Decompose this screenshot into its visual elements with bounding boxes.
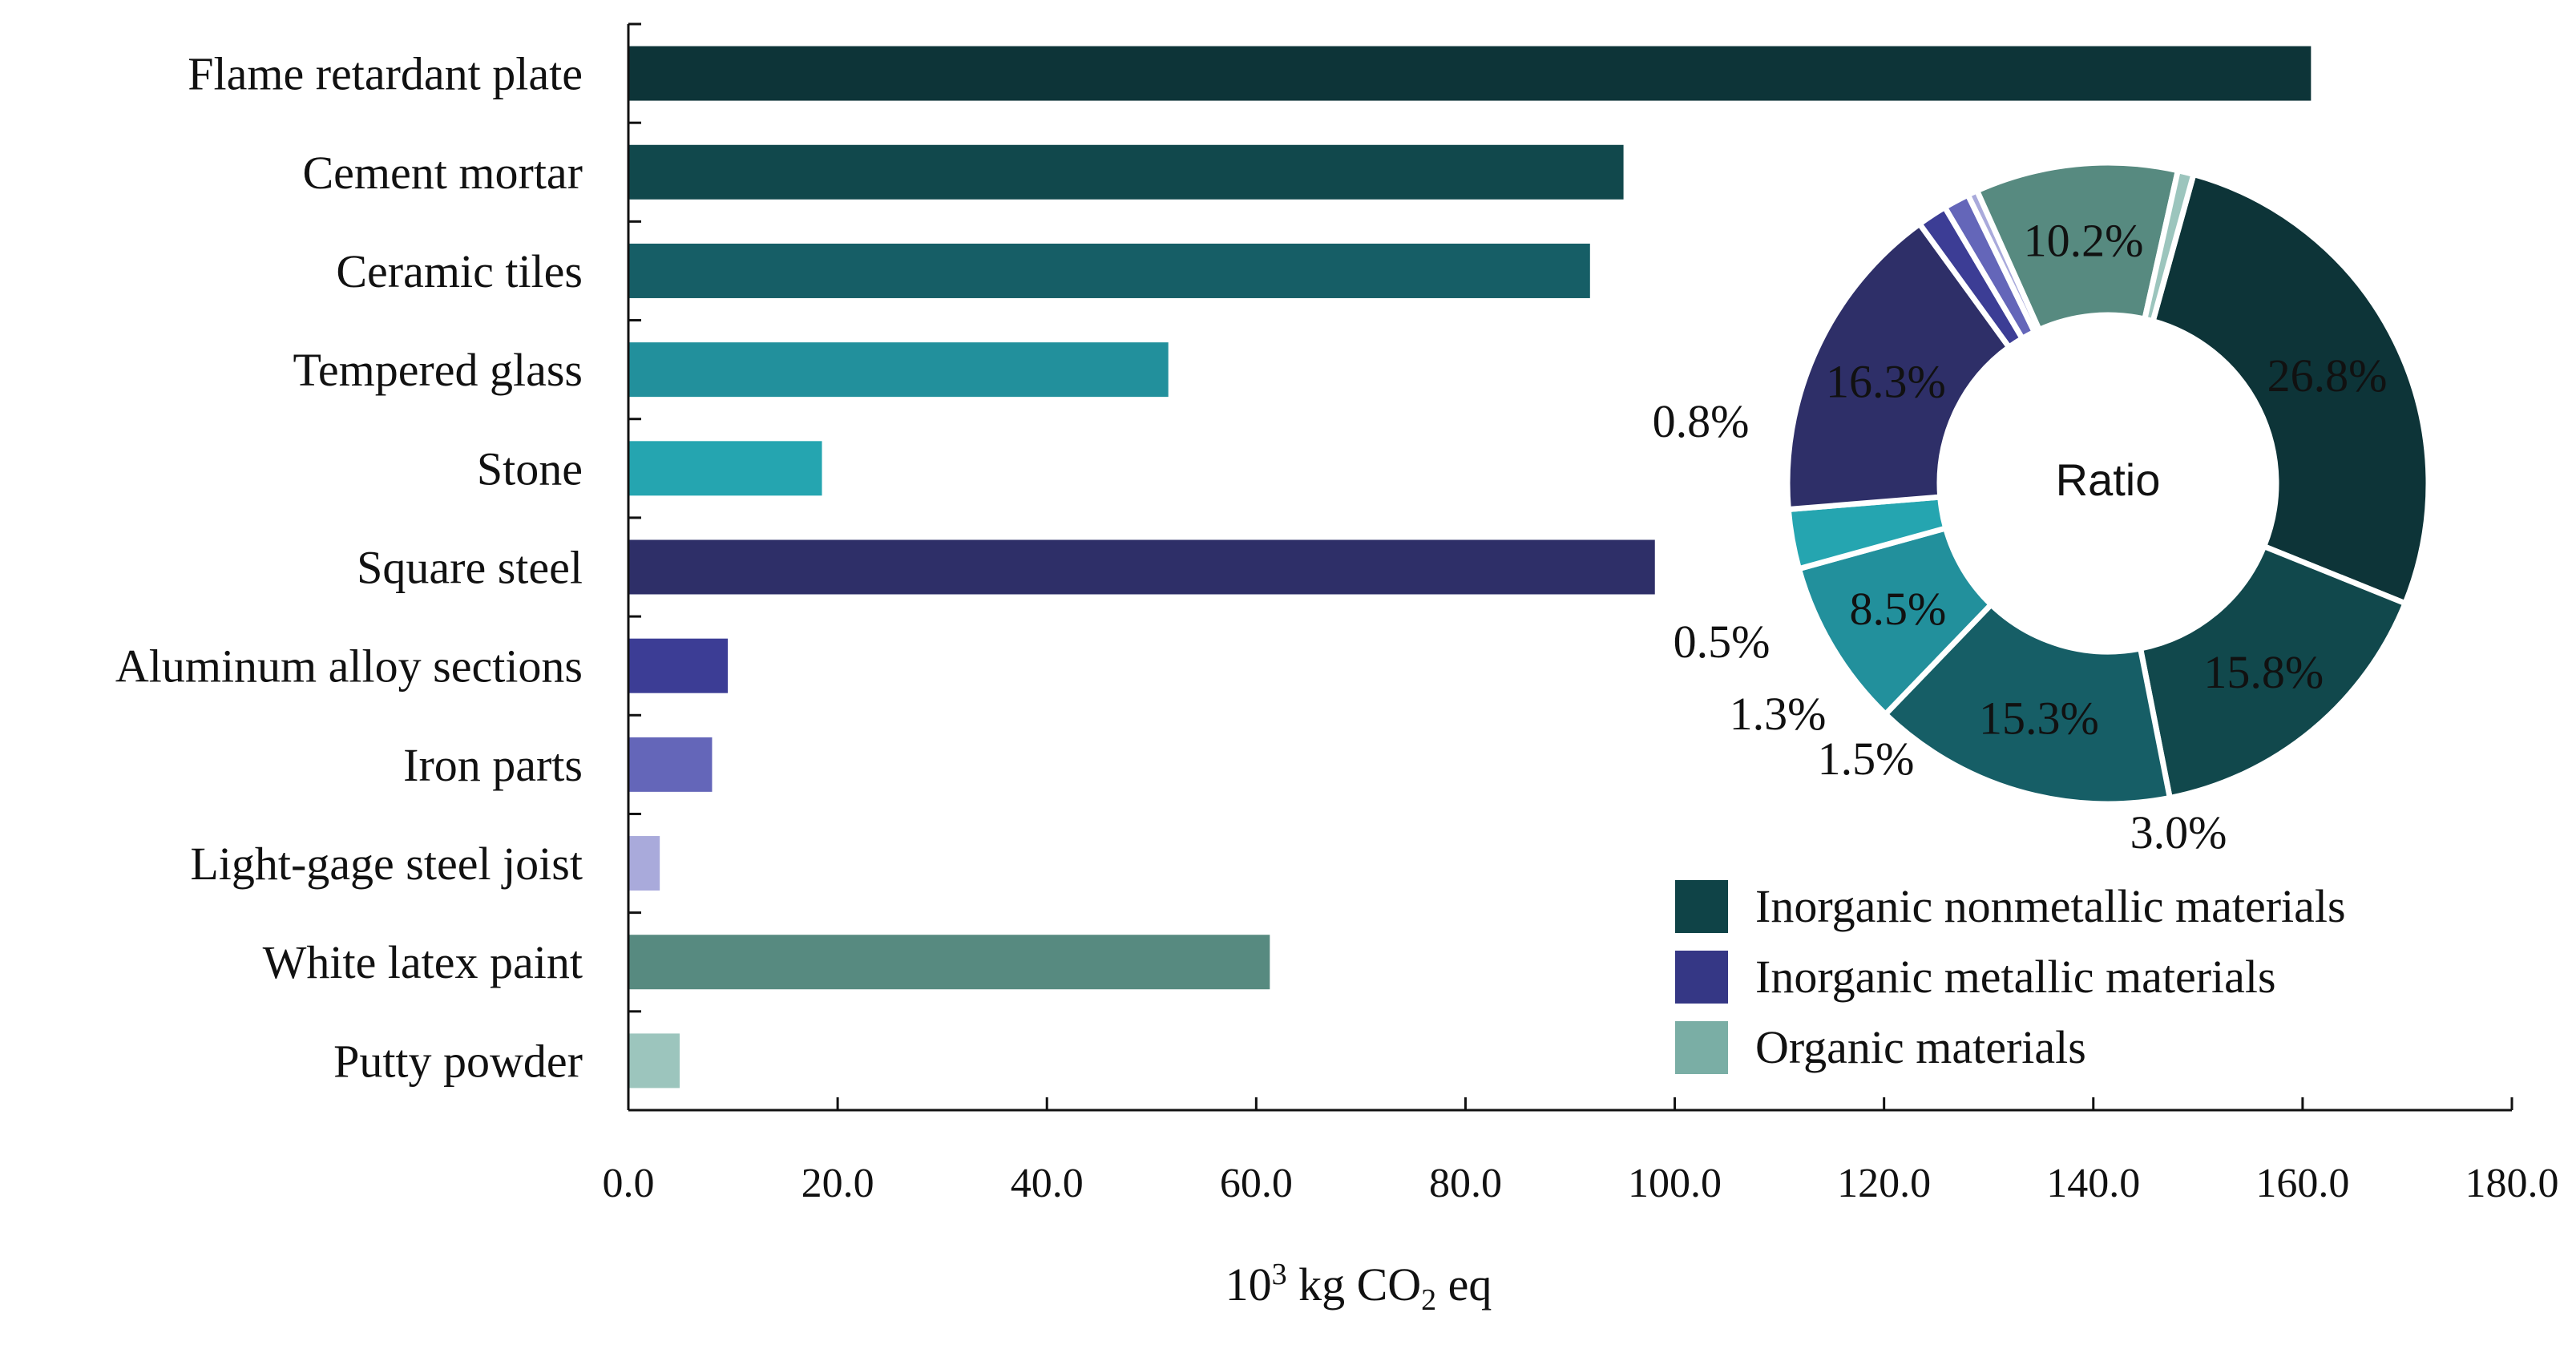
category-labels: Flame retardant plate Cement mortar Cerami…	[115, 48, 583, 1088]
legend-label-organic-materials: Organic materials	[1755, 1021, 2086, 1073]
x-tick-label: 40.0	[1011, 1161, 1084, 1206]
bar-stone	[628, 441, 822, 496]
donut-slice	[2142, 168, 2197, 325]
x-tick-label: 160.0	[2255, 1161, 2349, 1206]
bar-aluminum-alloy-sections	[628, 638, 729, 693]
x-tick-label: 60.0	[1220, 1161, 1293, 1206]
x-tick-label: 0.0	[603, 1161, 655, 1206]
donut-percent-label: 15.8%	[2203, 646, 2324, 698]
donut-slices	[1784, 160, 2432, 807]
x-tick-label: 120.0	[1837, 1161, 1931, 1206]
legend: Inorganic nonmetallic materials Inorganic…	[1675, 880, 2346, 1074]
x-tick-label: 80.0	[1429, 1161, 1502, 1206]
x-ticks: 0.0 20.0 40.0 60.0 80.0 100.0 120.0 140.0 160.0 1…	[603, 1097, 2559, 1206]
category-label-cement-mortar: Cement mortar	[302, 147, 583, 199]
bar-tempered-glass	[628, 342, 1169, 398]
category-label-ceramic-tiles: Ceramic tiles	[336, 245, 583, 297]
x-tick-label: 140.0	[2046, 1161, 2140, 1206]
x-axis-label: 103 kg CO2 eq	[1225, 1258, 1492, 1317]
bar-white-latex-paint	[628, 935, 1270, 990]
donut-slice	[1882, 601, 2173, 807]
bar-ceramic-tiles	[628, 243, 1590, 298]
x-tick-label: 100.0	[1628, 1161, 1722, 1206]
x-tick-label: 180.0	[2465, 1161, 2559, 1206]
bar-iron-parts	[628, 737, 713, 792]
donut-slice	[2138, 543, 2408, 801]
category-label-square-steel: Square steel	[357, 542, 583, 594]
bars-group	[628, 46, 2312, 1088]
donut-percent-label: 1.3%	[1730, 688, 1827, 740]
donut-percent-label: 0.8%	[1653, 395, 1750, 447]
category-label-tempered-glass: Tempered glass	[293, 344, 583, 396]
legend-swatch	[1675, 1021, 1728, 1074]
y-ticks	[628, 22, 641, 1112]
donut-percent-label: 15.3%	[1979, 693, 2099, 745]
donut-center-label: Ratio	[2056, 454, 2161, 505]
legend-swatch	[1675, 880, 1728, 933]
category-label-aluminum-alloy-sections: Aluminum alloy sections	[115, 640, 583, 693]
legend-swatch	[1675, 951, 1728, 1004]
donut-percent-label: 3.0%	[2130, 806, 2227, 858]
bar-chart: Flame retardant plate Cement mortar Cerami…	[115, 22, 2559, 1317]
category-label-stone: Stone	[477, 442, 583, 495]
bar-cement-mortar	[628, 144, 1624, 200]
category-label-putty-powder: Putty powder	[333, 1035, 583, 1087]
legend-label-inorganic-nonmetallic-materials: Inorganic nonmetallic materials	[1755, 880, 2346, 932]
bar-flame-retardant-plate	[628, 46, 2312, 101]
donut-percent-label: 1.5%	[1818, 733, 1915, 785]
donut-percent-label: 26.8%	[2267, 349, 2388, 402]
donut-slice	[1784, 220, 2013, 512]
bar-square-steel	[628, 539, 1655, 595]
donut-labels: 26.8% 15.8% 15.3% 8.5% 3.0% 16.3% 1.5%1.3% 0.5%…	[1653, 215, 2388, 858]
donut-percent-label: 10.2%	[2024, 215, 2144, 267]
category-label-iron-parts: Iron parts	[403, 739, 583, 791]
donut-percent-label: 0.5%	[1674, 616, 1770, 668]
donut-percent-label: 16.3%	[1826, 356, 1946, 408]
donut-chart: 26.8% 15.8% 15.3% 8.5% 3.0% 16.3% 1.5%1.3% 0.5%…	[1653, 160, 2432, 858]
category-label-light-gage-steel-joist: Light-gage steel joist	[190, 838, 583, 890]
bar-putty-powder	[628, 1033, 680, 1088]
x-tick-label: 20.0	[801, 1161, 874, 1206]
donut-slice	[2150, 172, 2432, 607]
donut-percent-label: 8.5%	[1849, 583, 1946, 635]
category-label-white-latex-paint: White latex paint	[263, 936, 583, 988]
category-label-flame-retardant-plate: Flame retardant plate	[188, 48, 583, 100]
bar-light-gage-steel-joist	[628, 836, 660, 891]
legend-label-inorganic-metallic-materials: Inorganic metallic materials	[1755, 951, 2276, 1003]
